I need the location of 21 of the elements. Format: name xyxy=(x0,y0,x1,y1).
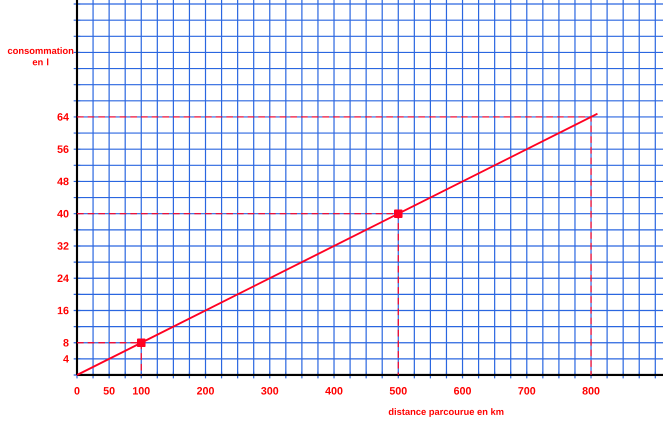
x-tick-label: 700 xyxy=(518,387,536,395)
y-tick-label: 4 xyxy=(63,355,69,363)
x-tick-label: 50 xyxy=(104,387,115,395)
x-tick-label: 200 xyxy=(196,387,214,395)
x-tick-label: 100 xyxy=(133,387,150,395)
y-tick-label: 40 xyxy=(57,210,69,218)
x-tick-label: 600 xyxy=(454,387,471,395)
y-tick-label: 32 xyxy=(57,242,69,250)
y-tick-label: 8 xyxy=(63,338,69,347)
y-tick-label: 16 xyxy=(58,306,69,314)
y-tick-label: 56 xyxy=(57,145,69,153)
y-tick-label: 64 xyxy=(57,113,69,121)
x-tick-label: 800 xyxy=(582,387,600,395)
y-axis-title: consommation en l xyxy=(8,47,74,66)
x-tick-label: 300 xyxy=(261,387,278,395)
x-tick-label: 400 xyxy=(325,387,342,395)
y-tick-label: 24 xyxy=(57,274,69,282)
x-tick-label: 0 xyxy=(74,387,80,395)
y-tick-label: 48 xyxy=(57,178,69,186)
x-tick-label: 500 xyxy=(390,387,407,395)
x-axis-title: distance parcourue en km xyxy=(388,408,504,417)
